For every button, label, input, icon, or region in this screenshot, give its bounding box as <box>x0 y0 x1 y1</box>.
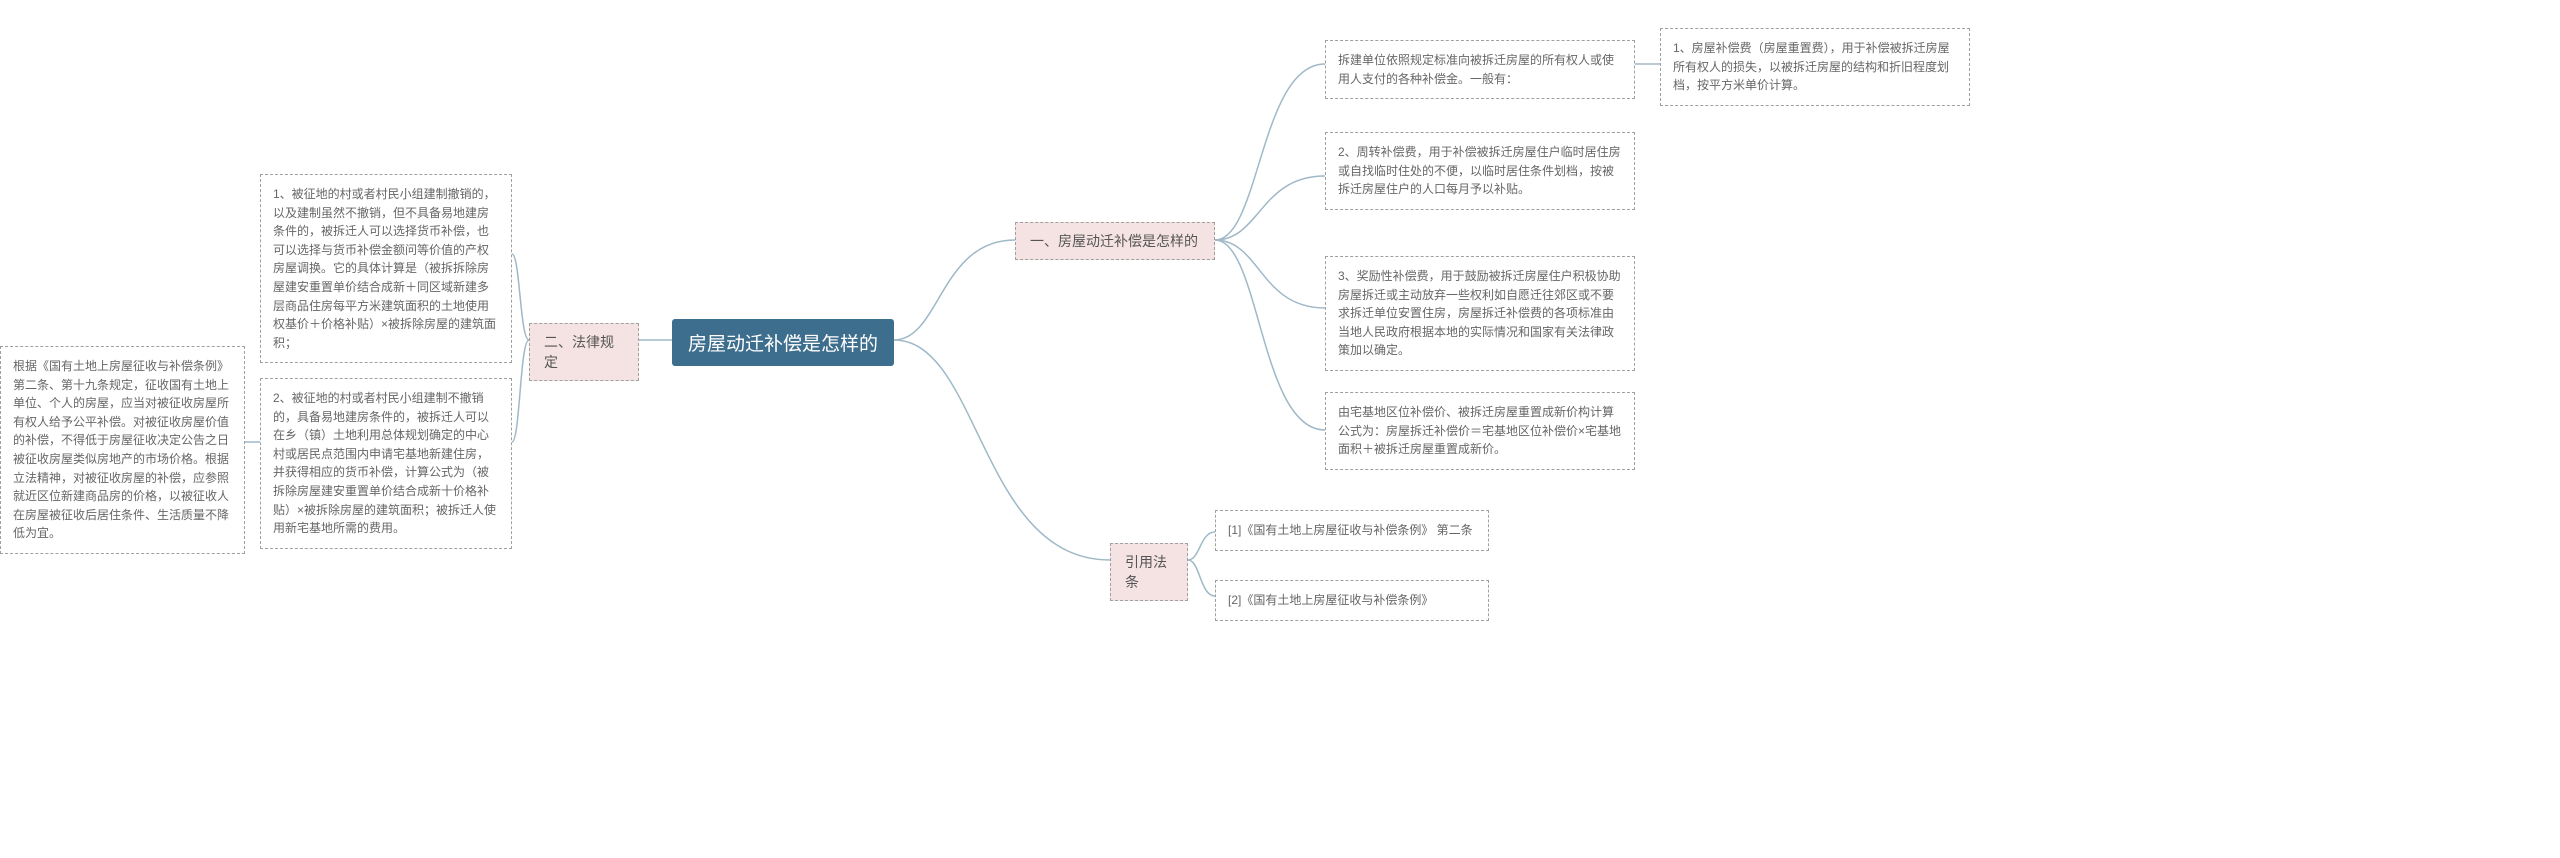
branch-3-label: 引用法条 <box>1125 554 1167 590</box>
leaf-citation-2: [2]《国有土地上房屋征收与补偿条例》 <box>1215 580 1489 621</box>
branch-citations: 引用法条 <box>1110 543 1188 601</box>
leaf-text: 3、奖励性补偿费，用于鼓励被拆迁房屋住户积极协助房屋拆迁或主动放弃一些权利如自愿… <box>1338 269 1621 357</box>
leaf-text: 根据《国有土地上房屋征收与补偿条例》第二条、第十九条规定，征收国有土地上单位、个… <box>13 359 229 540</box>
leaf-b1-4: 由宅基地区位补偿价、被拆迁房屋重置成新价构计算公式为：房屋拆迁补偿价＝宅基地区位… <box>1325 392 1635 470</box>
leaf-b1-1: 拆建单位依照规定标准向被拆迁房屋的所有权人或使用人支付的各种补偿金。一般有： <box>1325 40 1635 99</box>
leaf-text: 1、被征地的村或者村民小组建制撤销的，以及建制虽然不撤销，但不具备易地建房条件的… <box>273 187 496 350</box>
leaf-citation-1: [1]《国有土地上房屋征收与补偿条例》 第二条 <box>1215 510 1489 551</box>
leaf-b1-1-detail: 1、房屋补偿费（房屋重置费），用于补偿被拆迁房屋所有权人的损失，以被拆迁房屋的结… <box>1660 28 1970 106</box>
branch-section-1: 一、房屋动迁补偿是怎样的 <box>1015 222 1215 260</box>
leaf-b2-2: 2、被征地的村或者村民小组建制不撤销的，具备易地建房条件的，被拆迁人可以在乡（镇… <box>260 378 512 549</box>
leaf-b2-detail: 根据《国有土地上房屋征收与补偿条例》第二条、第十九条规定，征收国有土地上单位、个… <box>0 346 245 554</box>
branch-2-label: 二、法律规定 <box>544 334 614 370</box>
leaf-b1-3: 3、奖励性补偿费，用于鼓励被拆迁房屋住户积极协助房屋拆迁或主动放弃一些权利如自愿… <box>1325 256 1635 371</box>
branch-1-label: 一、房屋动迁补偿是怎样的 <box>1030 233 1198 249</box>
leaf-text: [1]《国有土地上房屋征收与补偿条例》 第二条 <box>1228 523 1473 537</box>
leaf-text: 由宅基地区位补偿价、被拆迁房屋重置成新价构计算公式为：房屋拆迁补偿价＝宅基地区位… <box>1338 405 1621 456</box>
leaf-b1-2: 2、周转补偿费，用于补偿被拆迁房屋住户临时居住房或自找临时住处的不便，以临时居住… <box>1325 132 1635 210</box>
branch-section-2: 二、法律规定 <box>529 323 639 381</box>
leaf-text: 1、房屋补偿费（房屋重置费），用于补偿被拆迁房屋所有权人的损失，以被拆迁房屋的结… <box>1673 41 1950 92</box>
leaf-text: 2、周转补偿费，用于补偿被拆迁房屋住户临时居住房或自找临时住处的不便，以临时居住… <box>1338 145 1621 196</box>
root-label: 房屋动迁补偿是怎样的 <box>688 334 878 355</box>
leaf-text: 拆建单位依照规定标准向被拆迁房屋的所有权人或使用人支付的各种补偿金。一般有： <box>1338 53 1614 86</box>
leaf-text: [2]《国有土地上房屋征收与补偿条例》 <box>1228 593 1433 607</box>
leaf-b2-1: 1、被征地的村或者村民小组建制撤销的，以及建制虽然不撤销，但不具备易地建房条件的… <box>260 174 512 363</box>
root-node: 房屋动迁补偿是怎样的 <box>672 319 894 366</box>
leaf-text: 2、被征地的村或者村民小组建制不撤销的，具备易地建房条件的，被拆迁人可以在乡（镇… <box>273 391 496 535</box>
